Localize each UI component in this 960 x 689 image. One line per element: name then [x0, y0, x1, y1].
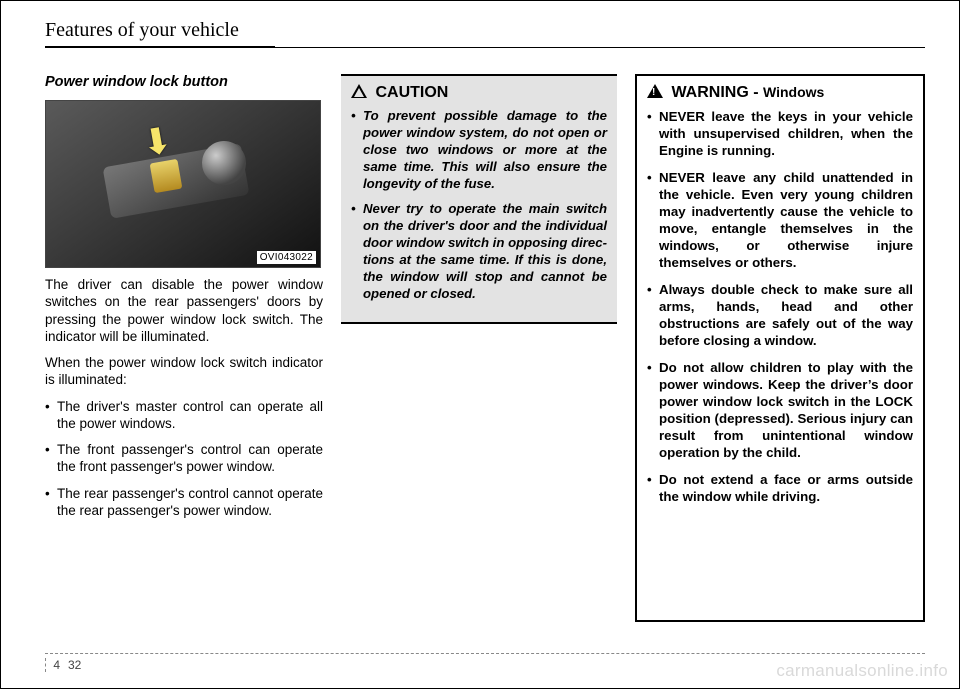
body-paragraph: When the power window lock switch indica… [45, 354, 323, 389]
warning-heading-text: WARNING - [671, 84, 763, 101]
list-item: The rear passenger's control can­not ope… [45, 485, 323, 520]
column-3: ! WARNING - Windows NEVER leave the keys… [635, 74, 925, 622]
caution-box: ! CAUTION To prevent possible damage to … [341, 74, 617, 324]
column-1: Power window lock button ⬇ OVI043022 The… [45, 74, 323, 622]
list-item: Always double check to make sure all arm… [647, 281, 913, 349]
warning-list: NEVER leave the keys in your vehicle wit… [647, 108, 913, 505]
list-item: The driver's master control can operate … [45, 398, 323, 433]
photo-id-tag: OVI043022 [257, 251, 316, 264]
chapter-number: 4 [46, 658, 64, 672]
watermark: carmanualsonline.info [776, 661, 948, 681]
warning-triangle-icon: ! [647, 84, 663, 98]
list-item: To prevent possible damage to the power … [351, 108, 607, 192]
subsection-title: Power window lock button [45, 74, 323, 90]
header-rule [45, 46, 925, 48]
warning-box: ! WARNING - Windows NEVER leave the keys… [635, 74, 925, 622]
warning-heading-sub: Windows [763, 84, 824, 100]
list-item: NEVER leave any child unat­tended in the… [647, 169, 913, 271]
caution-list: To prevent possible damage to the power … [351, 108, 607, 303]
list-item: Do not allow children to play with the p… [647, 359, 913, 461]
list-item: NEVER leave the keys in your vehicle wit… [647, 108, 913, 159]
list-item: Do not extend a face or arms outside the… [647, 471, 913, 505]
manual-page: Features of your vehicle Power window lo… [0, 0, 960, 689]
body-paragraph: The driver can disable the power window … [45, 276, 323, 345]
columns: Power window lock button ⬇ OVI043022 The… [45, 74, 925, 622]
illustration-photo: ⬇ OVI043022 [45, 100, 321, 268]
caution-heading: ! CAUTION [351, 84, 607, 102]
page-number: 32 [64, 658, 81, 672]
warning-heading: ! WARNING - Windows [647, 84, 913, 102]
arrow-indicator: ⬇ [139, 119, 176, 166]
section-header: Features of your vehicle [45, 19, 925, 46]
bullet-list: The driver's master control can operate … [45, 398, 323, 520]
list-item: The front passenger's control can operat… [45, 441, 323, 476]
caution-triangle-icon: ! [351, 84, 367, 98]
column-2: ! CAUTION To prevent possible damage to … [341, 74, 617, 622]
caution-heading-text: CAUTION [375, 84, 448, 101]
list-item: Never try to operate the main switch on … [351, 201, 607, 302]
